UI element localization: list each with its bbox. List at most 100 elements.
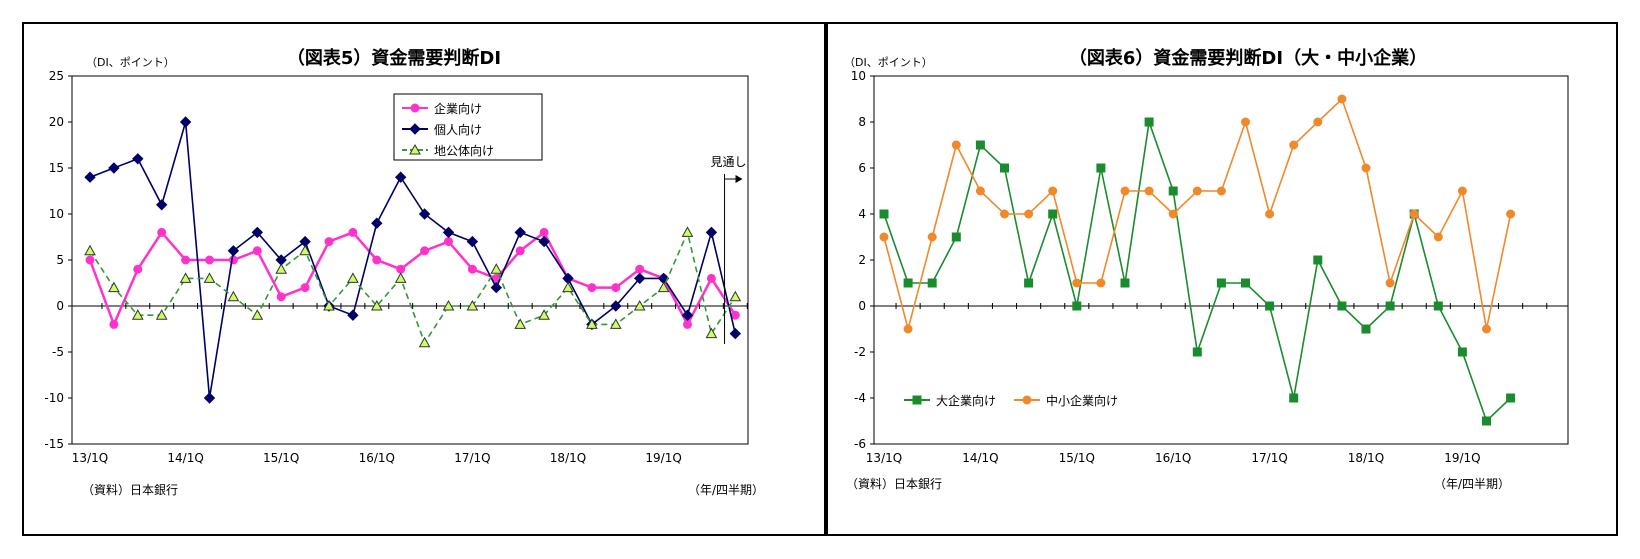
data-point [228, 255, 238, 265]
legend-label: 大企業向け [936, 393, 996, 408]
data-point [903, 324, 913, 334]
data-point [251, 226, 264, 239]
data-point [324, 237, 334, 247]
data-point [705, 226, 718, 239]
data-point [1048, 186, 1058, 196]
forecast-arrowhead [735, 175, 743, 183]
x-tick-label: 19/1Q [1444, 451, 1480, 465]
chart-title: （図表6）資金需要判断DI（大・中小企業） [1069, 47, 1427, 69]
y-tick-label: -4 [854, 391, 866, 405]
data-point [372, 255, 382, 265]
legend-label: 個人向け [434, 122, 482, 137]
data-point [420, 246, 430, 256]
data-point [1192, 186, 1202, 196]
data-point [466, 235, 479, 248]
data-point [514, 226, 526, 239]
left-chart-panel: （図表5）資金需要判断DI （DI、ポイント） （資料）日本銀行 （年/四半期） -15… [22, 22, 826, 536]
data-point [157, 227, 167, 237]
data-point [1457, 186, 1467, 196]
data-point [657, 281, 670, 293]
data-point [203, 272, 216, 283]
series-line [89, 121, 737, 399]
data-point [951, 140, 961, 150]
data-point [490, 263, 503, 274]
data-point [227, 245, 240, 257]
data-point [370, 299, 383, 311]
y-tick-label: 0 [56, 299, 64, 313]
data-point [181, 255, 191, 265]
data-point [1265, 301, 1275, 311]
data-point [1000, 163, 1009, 173]
right-chart-panel: （図表6）資金需要判断DI（大・中小企業） （DI、ポイント） （資料）日本銀行 （年… [826, 22, 1618, 536]
data-point [1024, 278, 1034, 288]
data-point [1000, 209, 1009, 219]
data-point [131, 309, 144, 320]
y-tick-label: 8 [858, 115, 866, 129]
legend-label: 地公体向け [434, 143, 494, 158]
data-point [1433, 232, 1443, 242]
y-tick-label: 0 [858, 299, 866, 313]
x-tick-label: 18/1Q [1348, 451, 1384, 465]
data-point [1144, 117, 1154, 127]
data-point [1241, 117, 1250, 127]
data-point [132, 153, 144, 165]
y-tick-label: 15 [49, 161, 64, 175]
data-point [442, 226, 455, 239]
data-point [108, 162, 120, 174]
data-point [1409, 209, 1419, 219]
y-unit-label: （DI、ポイント） [844, 56, 933, 69]
data-point [1361, 324, 1371, 334]
left-chart-svg: （図表5）資金需要判断DI （DI、ポイント） （資料）日本銀行 （年/四半期） -15… [44, 47, 764, 497]
data-point [252, 246, 262, 256]
data-point [903, 278, 913, 288]
data-point [371, 217, 383, 229]
y-tick-label: 20 [49, 115, 64, 129]
data-point [1168, 209, 1178, 219]
data-point [348, 227, 358, 237]
y-tick-label: 2 [858, 253, 866, 267]
data-point [683, 319, 692, 329]
data-point [418, 208, 431, 220]
data-point [879, 209, 889, 219]
data-point [1457, 347, 1467, 357]
data-point [706, 273, 716, 283]
data-point [133, 264, 143, 274]
legend-marker [912, 395, 922, 405]
data-point [85, 255, 95, 265]
data-point [635, 264, 645, 274]
series-line [883, 121, 1512, 423]
data-point [1120, 186, 1130, 196]
data-point [205, 255, 214, 265]
data-point [179, 272, 192, 283]
data-point [1385, 301, 1395, 311]
data-point [347, 309, 359, 321]
y-tick-label: 10 [851, 69, 866, 83]
data-point [466, 299, 479, 311]
data-point [1482, 324, 1491, 334]
data-point [705, 327, 718, 339]
data-point [1385, 278, 1395, 288]
legend-label: 中小企業向け [1046, 393, 1118, 408]
data-point [1361, 163, 1371, 173]
y-tick-label: 25 [49, 69, 64, 83]
data-point [109, 319, 119, 329]
data-point [975, 186, 985, 196]
data-point [633, 299, 646, 311]
x-tick-label: 19/1Q [645, 451, 681, 465]
data-point [1120, 278, 1130, 288]
y-tick-label: 10 [49, 207, 64, 221]
y-tick-label: 6 [858, 161, 866, 175]
data-point [975, 140, 985, 150]
data-point [1096, 163, 1106, 173]
data-point [396, 264, 406, 274]
data-point [538, 235, 550, 248]
data-point [1144, 186, 1154, 196]
data-point [562, 281, 574, 293]
data-point [514, 318, 527, 329]
x-tick-label: 14/1Q [167, 451, 203, 465]
y-tick-label: 5 [56, 253, 64, 267]
data-point [203, 392, 216, 404]
y-tick-label: -10 [44, 391, 64, 405]
data-point [730, 310, 740, 320]
data-point [108, 281, 120, 293]
